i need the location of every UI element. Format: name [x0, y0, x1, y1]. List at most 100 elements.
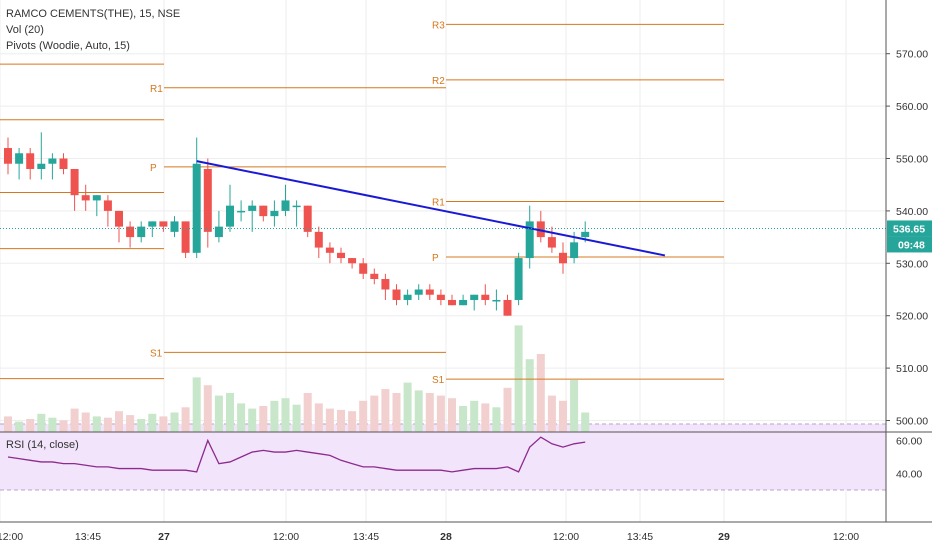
volume-bar [581, 412, 590, 432]
candle-body [436, 294, 445, 300]
candle-body [536, 221, 545, 238]
candle [126, 221, 135, 248]
candle-body [237, 210, 246, 213]
candle-body [137, 226, 146, 238]
candle [514, 252, 523, 306]
pivot-level-label: P [150, 163, 157, 174]
price-tick-label: 510.00 [896, 363, 928, 375]
candle-body [203, 168, 212, 232]
price-badge-box [887, 220, 932, 237]
candle [337, 247, 345, 264]
candle-body [348, 258, 357, 264]
candle [503, 294, 512, 316]
candle [492, 289, 501, 311]
price-tick-label: 530.00 [896, 258, 928, 270]
volume-bar [181, 407, 190, 432]
candle-body [292, 205, 301, 208]
volume-bar [448, 398, 456, 432]
volume-bar [92, 416, 101, 432]
volume-bar [159, 416, 168, 432]
candle [4, 137, 12, 175]
candle [448, 294, 456, 306]
candle [292, 200, 301, 227]
volume-bar [70, 408, 79, 432]
candle [26, 148, 35, 180]
time-tick-label: 12:00 [553, 531, 579, 543]
candle [226, 184, 234, 232]
volume-bar [570, 380, 579, 432]
pivot-level-label: P [432, 253, 439, 264]
candle [281, 184, 290, 217]
candle [259, 205, 268, 222]
candle-body [4, 148, 12, 164]
candle-body [48, 158, 57, 164]
candle-body [503, 299, 512, 316]
candle [115, 210, 123, 243]
candle [170, 216, 179, 238]
candle-body [181, 221, 190, 253]
pivot-level-label: R1 [432, 197, 445, 208]
candle [148, 221, 157, 238]
candle-body [303, 205, 312, 232]
candle-body [514, 258, 523, 300]
candle-body [425, 289, 434, 295]
volume-bar [237, 403, 246, 432]
pivot-level-label: S1 [150, 348, 163, 359]
candle [359, 258, 368, 280]
pivots-indicator-label[interactable]: Pivots (Woodie, Auto, 15) [6, 40, 130, 52]
candle [392, 284, 401, 306]
symbol-title[interactable]: RAMCO CEMENTS(THE), 15, NSE [6, 8, 181, 20]
candle-body [525, 221, 534, 259]
pivot-levels: R1 P S1 R3 R2 R1 P S1 [0, 20, 724, 386]
price-tick-label: 560.00 [896, 101, 928, 113]
volume-bar [281, 398, 290, 432]
time-tick-label: 12:00 [0, 531, 23, 543]
volume-bar [81, 412, 90, 432]
volume-bar [170, 412, 179, 432]
rsi-band [0, 424, 886, 490]
candle [470, 294, 479, 311]
volume-bar [137, 419, 146, 432]
candle-body [37, 163, 46, 169]
candle-body [325, 247, 334, 253]
volume-bar [325, 408, 334, 432]
volume-bar [547, 395, 556, 432]
candle [381, 273, 390, 300]
candle-body [370, 273, 379, 280]
candle-body [103, 200, 112, 211]
volume-indicator-label[interactable]: Vol (20) [6, 24, 44, 36]
time-badge-box [887, 236, 932, 253]
candle [559, 242, 567, 274]
candle [48, 153, 57, 180]
rsi-indicator-label[interactable]: RSI (14, close) [6, 439, 79, 451]
candle-body [126, 226, 135, 238]
candle-body [281, 200, 290, 211]
volume-bar [459, 406, 468, 432]
candle [70, 168, 79, 211]
candle-body [70, 168, 79, 196]
rsi-tick-label: 40.00 [896, 469, 922, 481]
current-price-label: 536.65 [893, 223, 925, 235]
time-tick-label: 13:45 [353, 531, 379, 543]
time-tick-label: 13:45 [75, 531, 101, 543]
current-price-badge: 536.65 09:48 [887, 220, 932, 253]
candle-body [26, 153, 35, 169]
volume-bar [303, 393, 312, 432]
candle-body [481, 294, 490, 300]
volume-bar [403, 382, 412, 432]
candle [459, 294, 468, 306]
volume-bar [414, 390, 423, 432]
candle-body [448, 299, 456, 306]
candle-body [570, 242, 579, 259]
candle-body [414, 289, 423, 295]
volume-bar [470, 400, 479, 432]
volume-bar [59, 420, 68, 432]
candle [403, 289, 412, 306]
volume-bar [359, 400, 368, 432]
time-tick-label: 12:00 [273, 531, 299, 543]
candle-body [226, 205, 234, 227]
chart-legend: RAMCO CEMENTS(THE), 15, NSE Vol (20) Piv… [6, 6, 180, 54]
candle-body [192, 163, 201, 253]
